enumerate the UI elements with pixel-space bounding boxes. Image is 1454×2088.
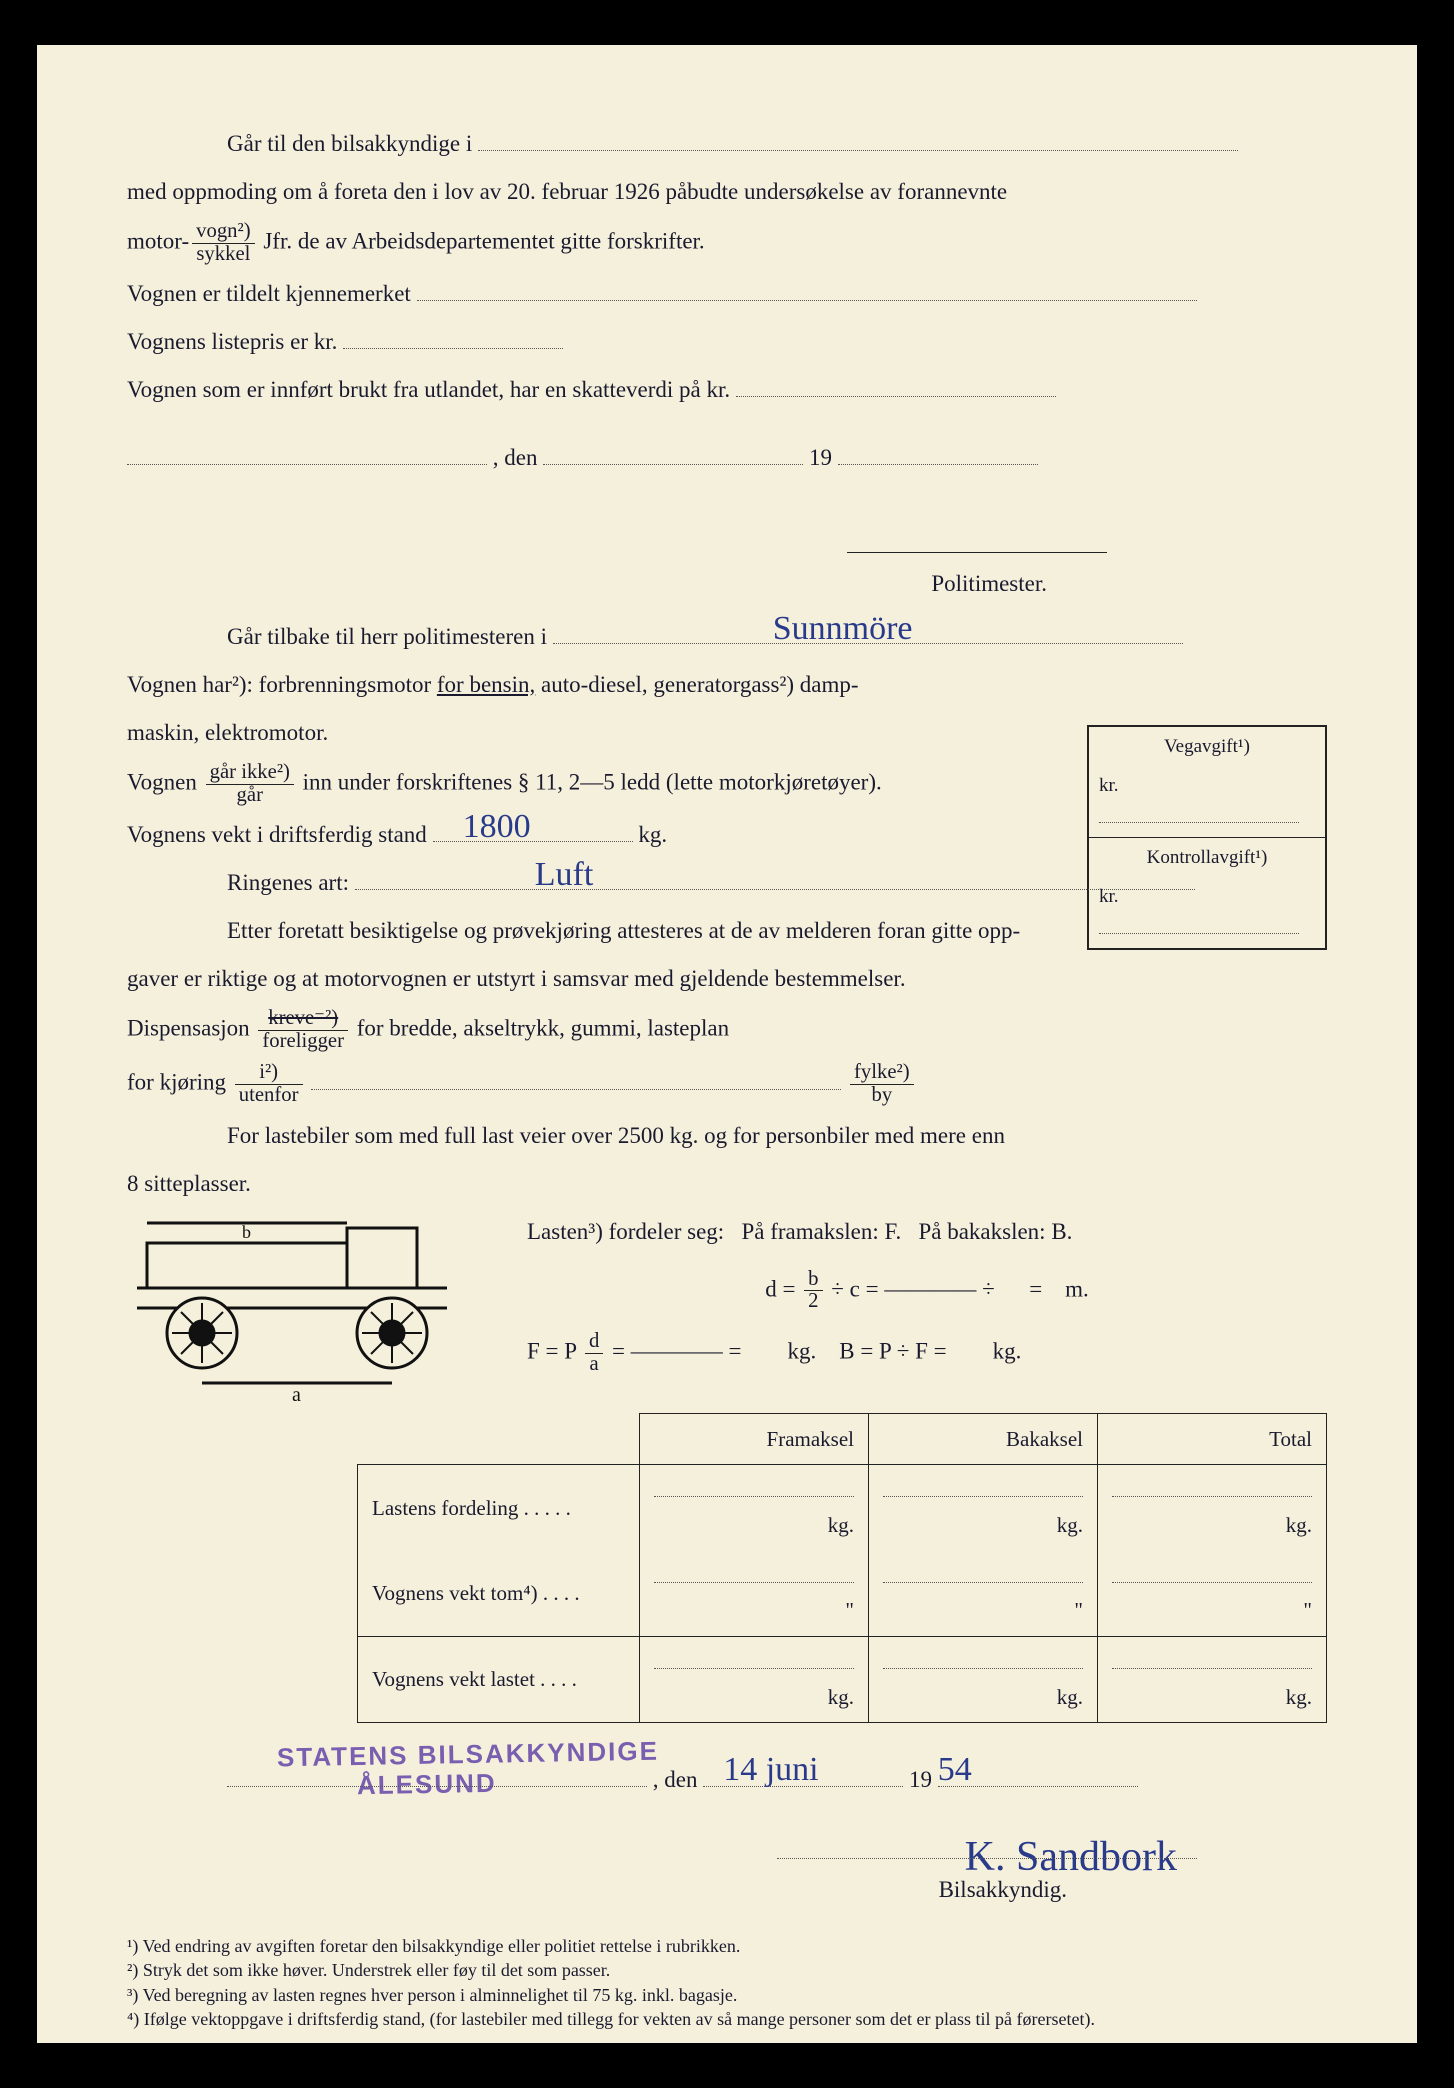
- s1-line4-blank: [417, 276, 1197, 301]
- politimester-block: Politimester.: [127, 527, 1327, 603]
- s1-line3-prefix: motor-: [127, 228, 189, 253]
- s2-tires-blank: Luft: [355, 865, 1195, 890]
- s3-intro2: 8 sitteplasser.: [127, 1165, 1327, 1203]
- s2-weight-blank: 1800: [433, 817, 633, 842]
- fee-vegavgift: Vegavgift¹): [1089, 727, 1325, 766]
- s1-line6: Vognen som er innført brukt fra utlandet…: [127, 371, 1327, 409]
- sig-date-line: , den 14 juni 19 54: [227, 1761, 1138, 1799]
- bilsakkyndig-block: K. Sandbork Bilsakkyndig.: [127, 1833, 1327, 1909]
- s1-line5-text: Vognens listepris er kr.: [127, 329, 337, 354]
- formula-fp: F = P da = ———— = kg. B = P ÷ F = kg.: [527, 1331, 1327, 1375]
- footnote-4: ⁴) Ifølge vektoppgave i driftsferdig sta…: [127, 2007, 1327, 2031]
- footnote-2: ²) Stryk det som ikke høver. Understrek …: [127, 1958, 1327, 1982]
- s1-line1-text: Går til den bilsakkyndige i: [227, 131, 472, 156]
- s2-frac3: går ikke²)går: [206, 762, 294, 806]
- s1-date-year: [838, 440, 1038, 465]
- svg-text:a: a: [292, 1384, 301, 1403]
- truck-diagram-icon: a b: [127, 1213, 497, 1403]
- s1-line3: motor-vogn²)sykkel Jfr. de av Arbeidsdep…: [127, 221, 1327, 265]
- fee-box: Vegavgift¹) kr. Kontrollavgift¹) kr.: [1087, 725, 1327, 950]
- th-total: Total: [1098, 1413, 1327, 1465]
- s1-line2: med oppmoding om å foreta den i lov av 2…: [127, 173, 1327, 211]
- s2-line1: Går tilbake til herr politimesteren i Su…: [127, 618, 1327, 656]
- formula-d: d = b2 ÷ c = ———— ÷ = m.: [527, 1269, 1327, 1313]
- lasten-line: Lasten³) fordeler seg: På framakslen: F.…: [527, 1213, 1327, 1251]
- hw-sig-year: 54: [938, 1742, 972, 1798]
- politimester-label: Politimester.: [127, 565, 1107, 603]
- s1-date-line: , den 19: [127, 439, 1327, 477]
- s1-date-place: [127, 440, 487, 465]
- formulas-block: Lasten³) fordeler seg: På framakslen: F.…: [497, 1213, 1327, 1394]
- hw-tires: Luft: [435, 847, 594, 903]
- document-page: Går til den bilsakkyndige i med oppmodin…: [12, 20, 1442, 2068]
- s2-line8: Dispensasjon kreve⁻²)foreligger for bred…: [127, 1008, 1327, 1052]
- s1-line6-blank: [736, 372, 1056, 397]
- politimester-sigline: [847, 552, 1107, 553]
- s2-line7: gaver er riktige og at motorvognen er ut…: [127, 960, 1327, 998]
- s1-line3-suffix: Jfr. de av Arbeidsdepartementet gitte fo…: [263, 228, 704, 253]
- svg-text:b: b: [242, 1222, 251, 1242]
- s2-frac9a: i²)utenfor: [235, 1062, 303, 1106]
- s2-frac9b: fylke²)by: [850, 1062, 914, 1106]
- table-row: Vognens vekt lastet . . . . kg. kg. kg.: [358, 1637, 1327, 1723]
- s2-line2a: Vognen har²): forbrenningsmotor for bens…: [127, 666, 1327, 704]
- footnotes: ¹) Ved endring av avgiften foretar den b…: [127, 1934, 1327, 2031]
- signature-block: STATENS BILSAKKYNDIGE ÅLESUND , den 14 j…: [127, 1733, 1327, 1833]
- bilsak-sigline: [777, 1834, 1197, 1859]
- fee-kr1: kr.: [1089, 766, 1325, 838]
- s3-intro1: For lastebiler som med full last veier o…: [127, 1117, 1327, 1155]
- s1-year-prefix: 19: [809, 445, 832, 470]
- th-bakaksel: Bakaksel: [869, 1413, 1098, 1465]
- s1-frac-vogn: vogn²)sykkel: [192, 221, 254, 265]
- s2-line9: for kjøring i²)utenfor fylke²)by: [127, 1062, 1327, 1106]
- footnote-3: ³) Ved beregning av lasten regnes hver p…: [127, 1983, 1327, 2007]
- s1-line4: Vognen er tildelt kjennemerket: [127, 275, 1327, 313]
- s2-line1-text: Går tilbake til herr politimesteren i: [227, 624, 547, 649]
- table-header-row: Framaksel Bakaksel Total: [358, 1413, 1327, 1465]
- s1-line4-text: Vognen er tildelt kjennemerket: [127, 281, 411, 306]
- hw-sig-date: 14 juni: [723, 1742, 818, 1798]
- table-row: Lastens fordeling . . . . . kg. kg. kg.: [358, 1465, 1327, 1551]
- s2-line1-blank: Sunnmöre: [553, 619, 1183, 644]
- truck-and-formulas: a b Lasten³) fordeler seg: På framakslen…: [127, 1213, 1327, 1403]
- s1-date-day: [543, 440, 803, 465]
- footnote-1: ¹) Ved endring av avgiften foretar den b…: [127, 1934, 1327, 1958]
- s1-line5-blank: [343, 324, 563, 349]
- s1-line1-blank: [478, 126, 1238, 151]
- weight-table: Framaksel Bakaksel Total Lastens fordeli…: [357, 1413, 1327, 1723]
- hw-place: Sunnmöre: [673, 601, 913, 657]
- s1-line5: Vognens listepris er kr.: [127, 323, 1327, 361]
- s1-line1: Går til den bilsakkyndige i: [127, 125, 1327, 163]
- th-blank: [358, 1413, 640, 1465]
- th-framaksel: Framaksel: [640, 1413, 869, 1465]
- s1-den: , den: [493, 445, 538, 470]
- s1-line6-text: Vognen som er innført brukt fra utlandet…: [127, 377, 730, 402]
- table-row: Vognens vekt tom⁴) . . . . " " ": [358, 1551, 1327, 1637]
- s2-frac8: kreve⁻²)foreligger: [258, 1008, 348, 1052]
